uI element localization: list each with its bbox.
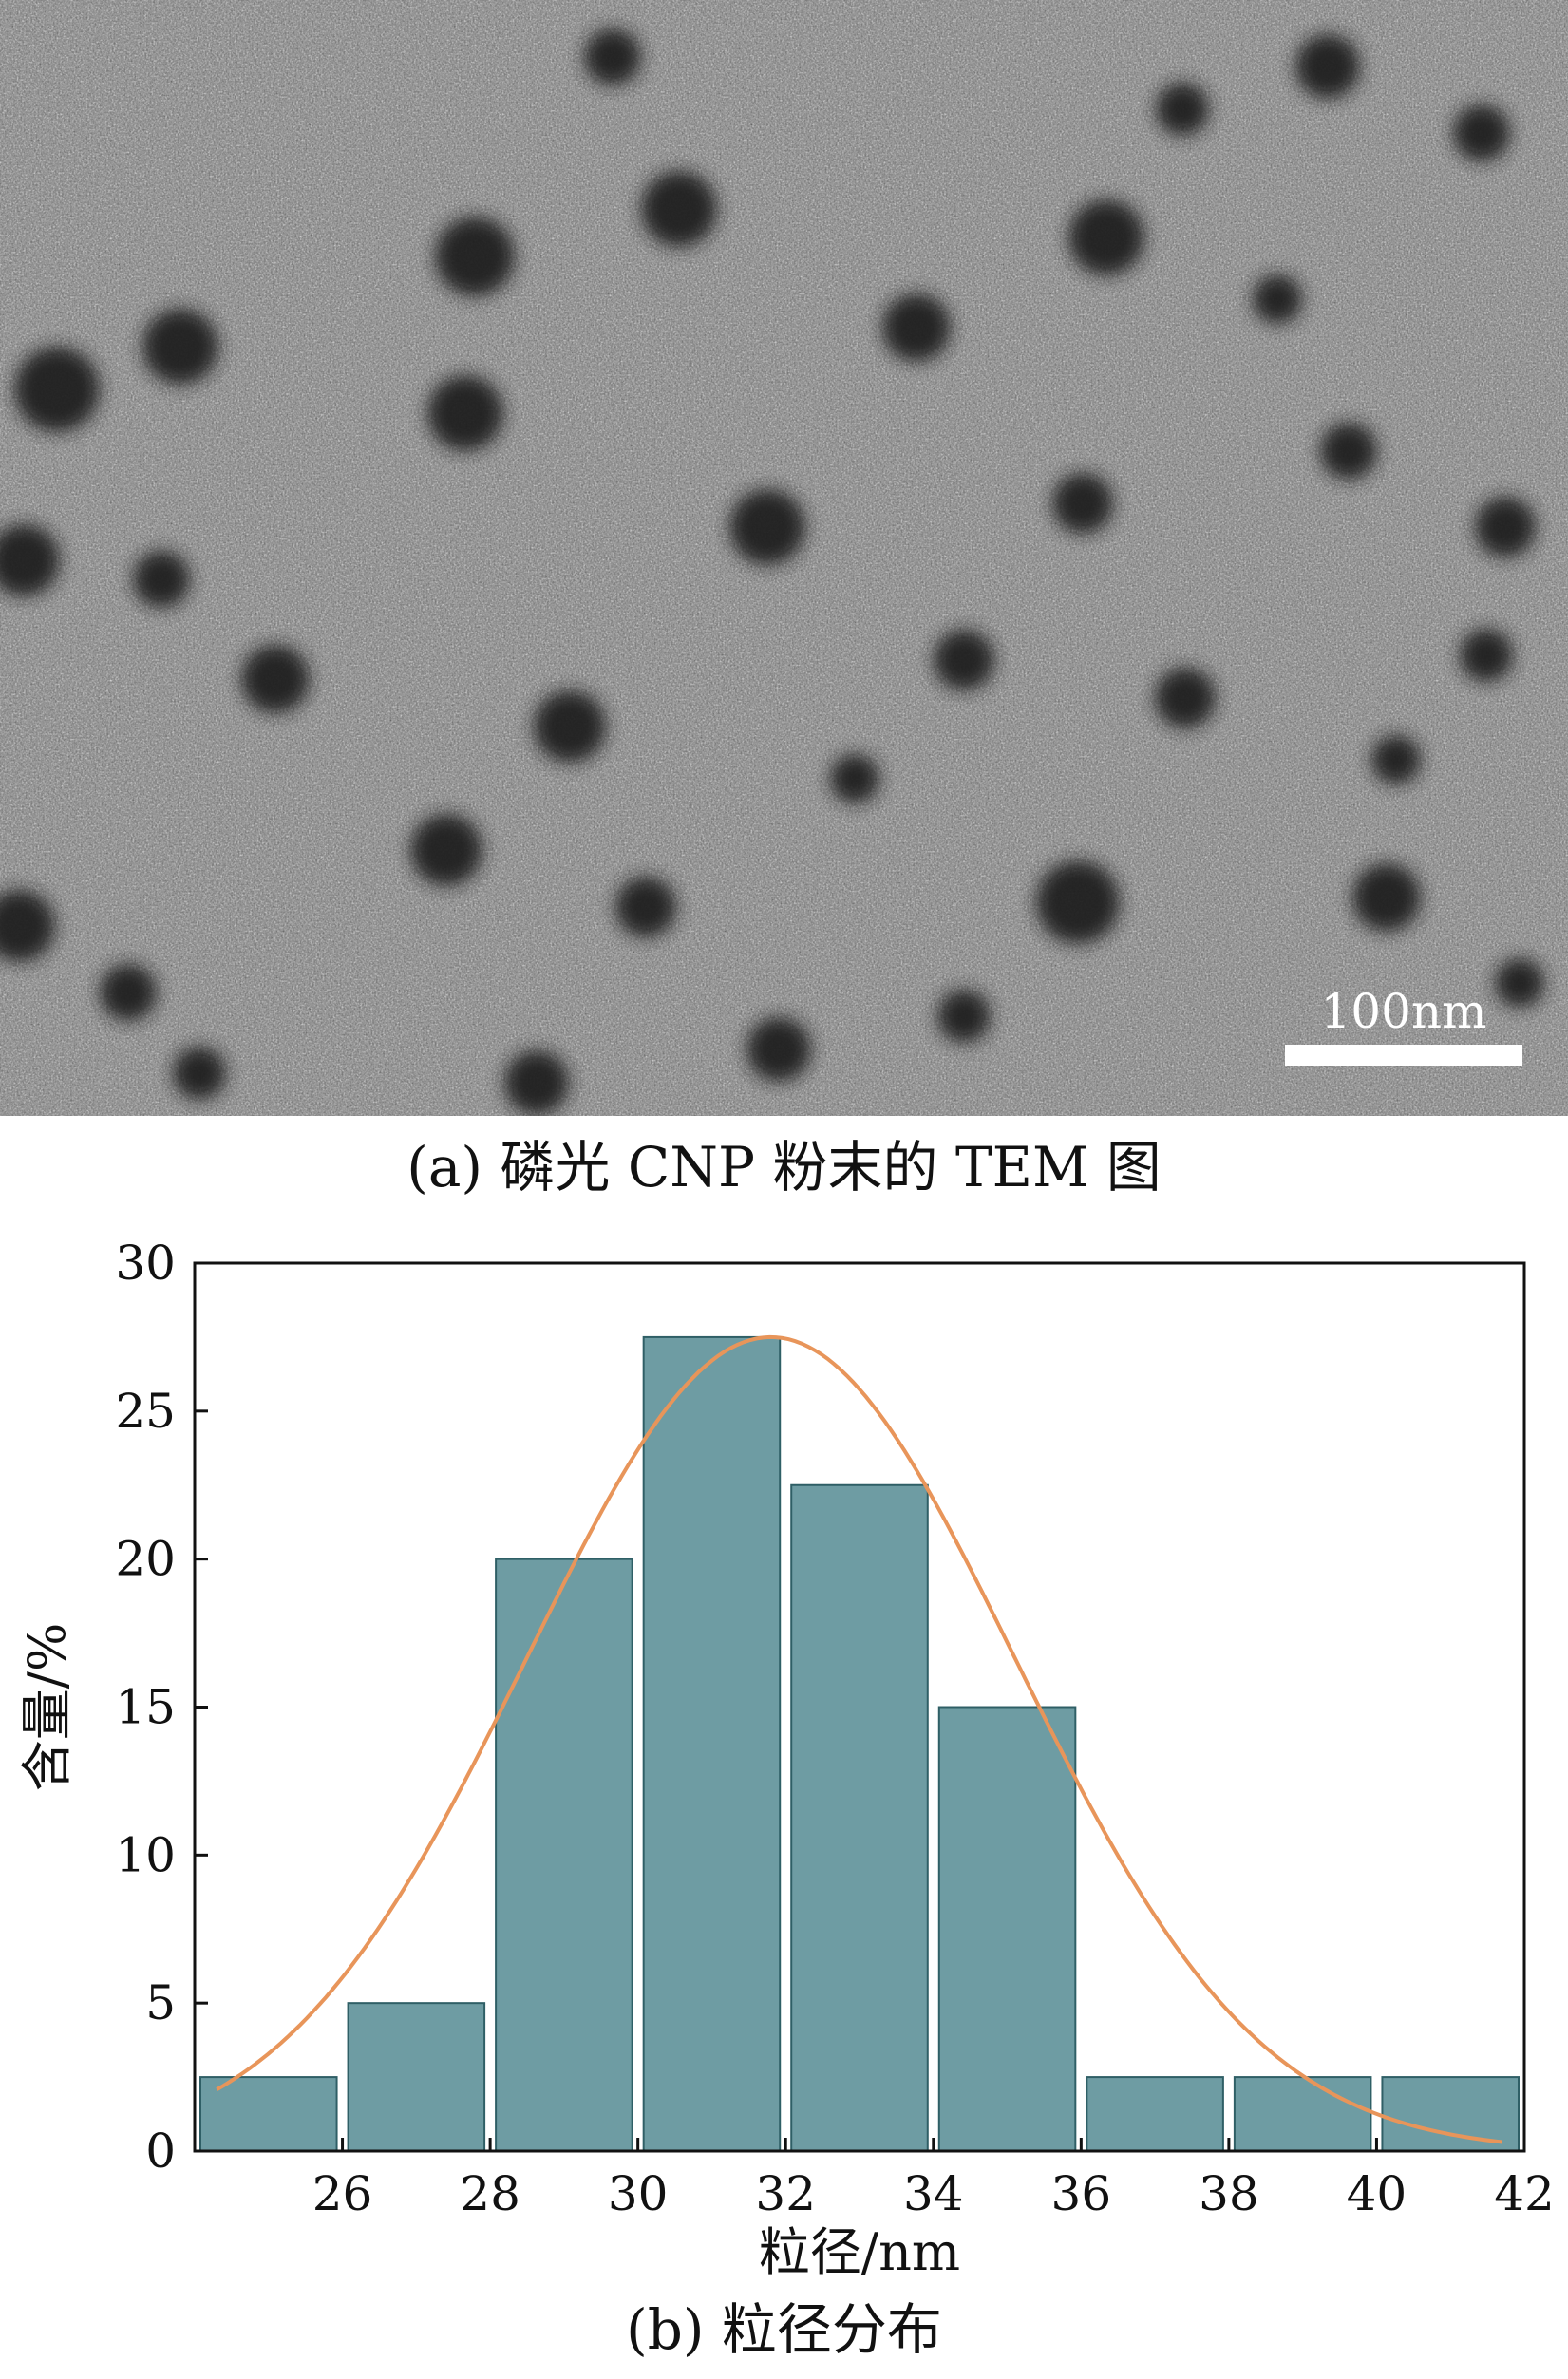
nanoparticle	[1068, 199, 1144, 275]
nanoparticle	[142, 309, 218, 385]
x-tick-label: 42	[1494, 2166, 1555, 2221]
nanoparticle	[729, 489, 805, 565]
x-tick-label: 40	[1347, 2166, 1407, 2221]
histogram-bar	[937, 1706, 1077, 2152]
scale-bar	[1285, 1045, 1522, 1066]
nanoparticle	[410, 814, 482, 886]
nanoparticle	[427, 375, 503, 451]
nanoparticle	[934, 630, 994, 690]
y-tick-label: 25	[115, 1384, 176, 1439]
histogram-bar	[495, 1558, 633, 2152]
nanoparticle	[1295, 34, 1360, 99]
nanoparticle	[1036, 860, 1120, 944]
nanoparticle	[937, 990, 991, 1043]
nanoparticle	[641, 171, 717, 247]
particle-size-histogram: 26 28 30 32 34 36 38 40 42 0 5 10 15 20 25 30 粒径/nm 含量/…	[17, 1236, 1555, 2282]
y-tick-label: 5	[145, 1975, 176, 2030]
histogram-bar	[1086, 2076, 1224, 2152]
nanoparticle	[1371, 735, 1421, 784]
nanoparticle	[615, 877, 676, 937]
x-axis-title: 粒径/nm	[759, 2222, 960, 2282]
nanoparticle	[173, 1047, 226, 1100]
x-tick-label: 32	[755, 2166, 816, 2221]
nanoparticle	[0, 890, 55, 962]
y-axis-title: 含量/%	[17, 1623, 77, 1792]
nanoparticle	[1453, 104, 1510, 161]
y-tick-label: 30	[115, 1236, 176, 1291]
y-tick-label: 10	[115, 1827, 176, 1882]
caption-panel-a: (a) 磷光 CNP 粉末的 TEM 图	[406, 1135, 1162, 1199]
gaussian-fit-curve	[216, 1334, 1502, 2144]
nanoparticle	[1156, 83, 1209, 136]
nanoparticle	[133, 551, 190, 608]
histogram-bar	[347, 2002, 486, 2153]
x-tick-label: 26	[312, 2166, 373, 2221]
nanoparticle	[1155, 668, 1216, 728]
nanoparticle	[882, 293, 951, 362]
x-tick-label: 38	[1199, 2166, 1259, 2221]
x-tick-label: 34	[903, 2166, 964, 2221]
caption-panel-b: (b) 粒径分布	[626, 2297, 942, 2362]
nanoparticle	[1475, 497, 1536, 557]
nanoparticle	[746, 1017, 811, 1082]
nanoparticle	[1495, 958, 1544, 1008]
tem-micrograph: 100nm	[0, 0, 1568, 1116]
nanoparticle	[1052, 473, 1113, 534]
nanoparticle	[100, 964, 157, 1021]
x-tick-label: 30	[608, 2166, 669, 2221]
nanoparticle	[1253, 274, 1302, 324]
nanoparticle	[241, 645, 310, 713]
nanoparticle	[1352, 863, 1421, 932]
y-tick-label: 0	[145, 2124, 176, 2179]
particle-size-chart-panel: 26 28 30 32 34 36 38 40 42 0 5 10 15 20 25 30 粒径/nm 含量/…	[0, 1216, 1568, 2298]
nanoparticle	[1320, 423, 1377, 480]
nanoparticle	[584, 28, 641, 85]
tem-image-panel: 100nm	[0, 0, 1568, 1116]
scale-bar-label: 100nm	[1320, 984, 1486, 1039]
nanoparticle	[830, 754, 879, 803]
x-tick-label: 28	[460, 2166, 520, 2221]
x-tick-label: 36	[1051, 2166, 1112, 2221]
nanoparticle	[1460, 629, 1513, 682]
histogram-bar	[790, 1483, 929, 2152]
y-tick-label: 15	[115, 1680, 176, 1735]
nanoparticle	[0, 524, 60, 596]
nanoparticle	[14, 347, 100, 432]
histogram-bar	[1233, 2076, 1372, 2152]
nanoparticle	[435, 217, 515, 296]
y-tick-label: 20	[115, 1532, 176, 1587]
histogram-bar	[642, 1335, 782, 2152]
nanoparticle	[534, 690, 606, 763]
nanoparticle	[504, 1050, 569, 1115]
nanoparticles	[0, 28, 1544, 1115]
